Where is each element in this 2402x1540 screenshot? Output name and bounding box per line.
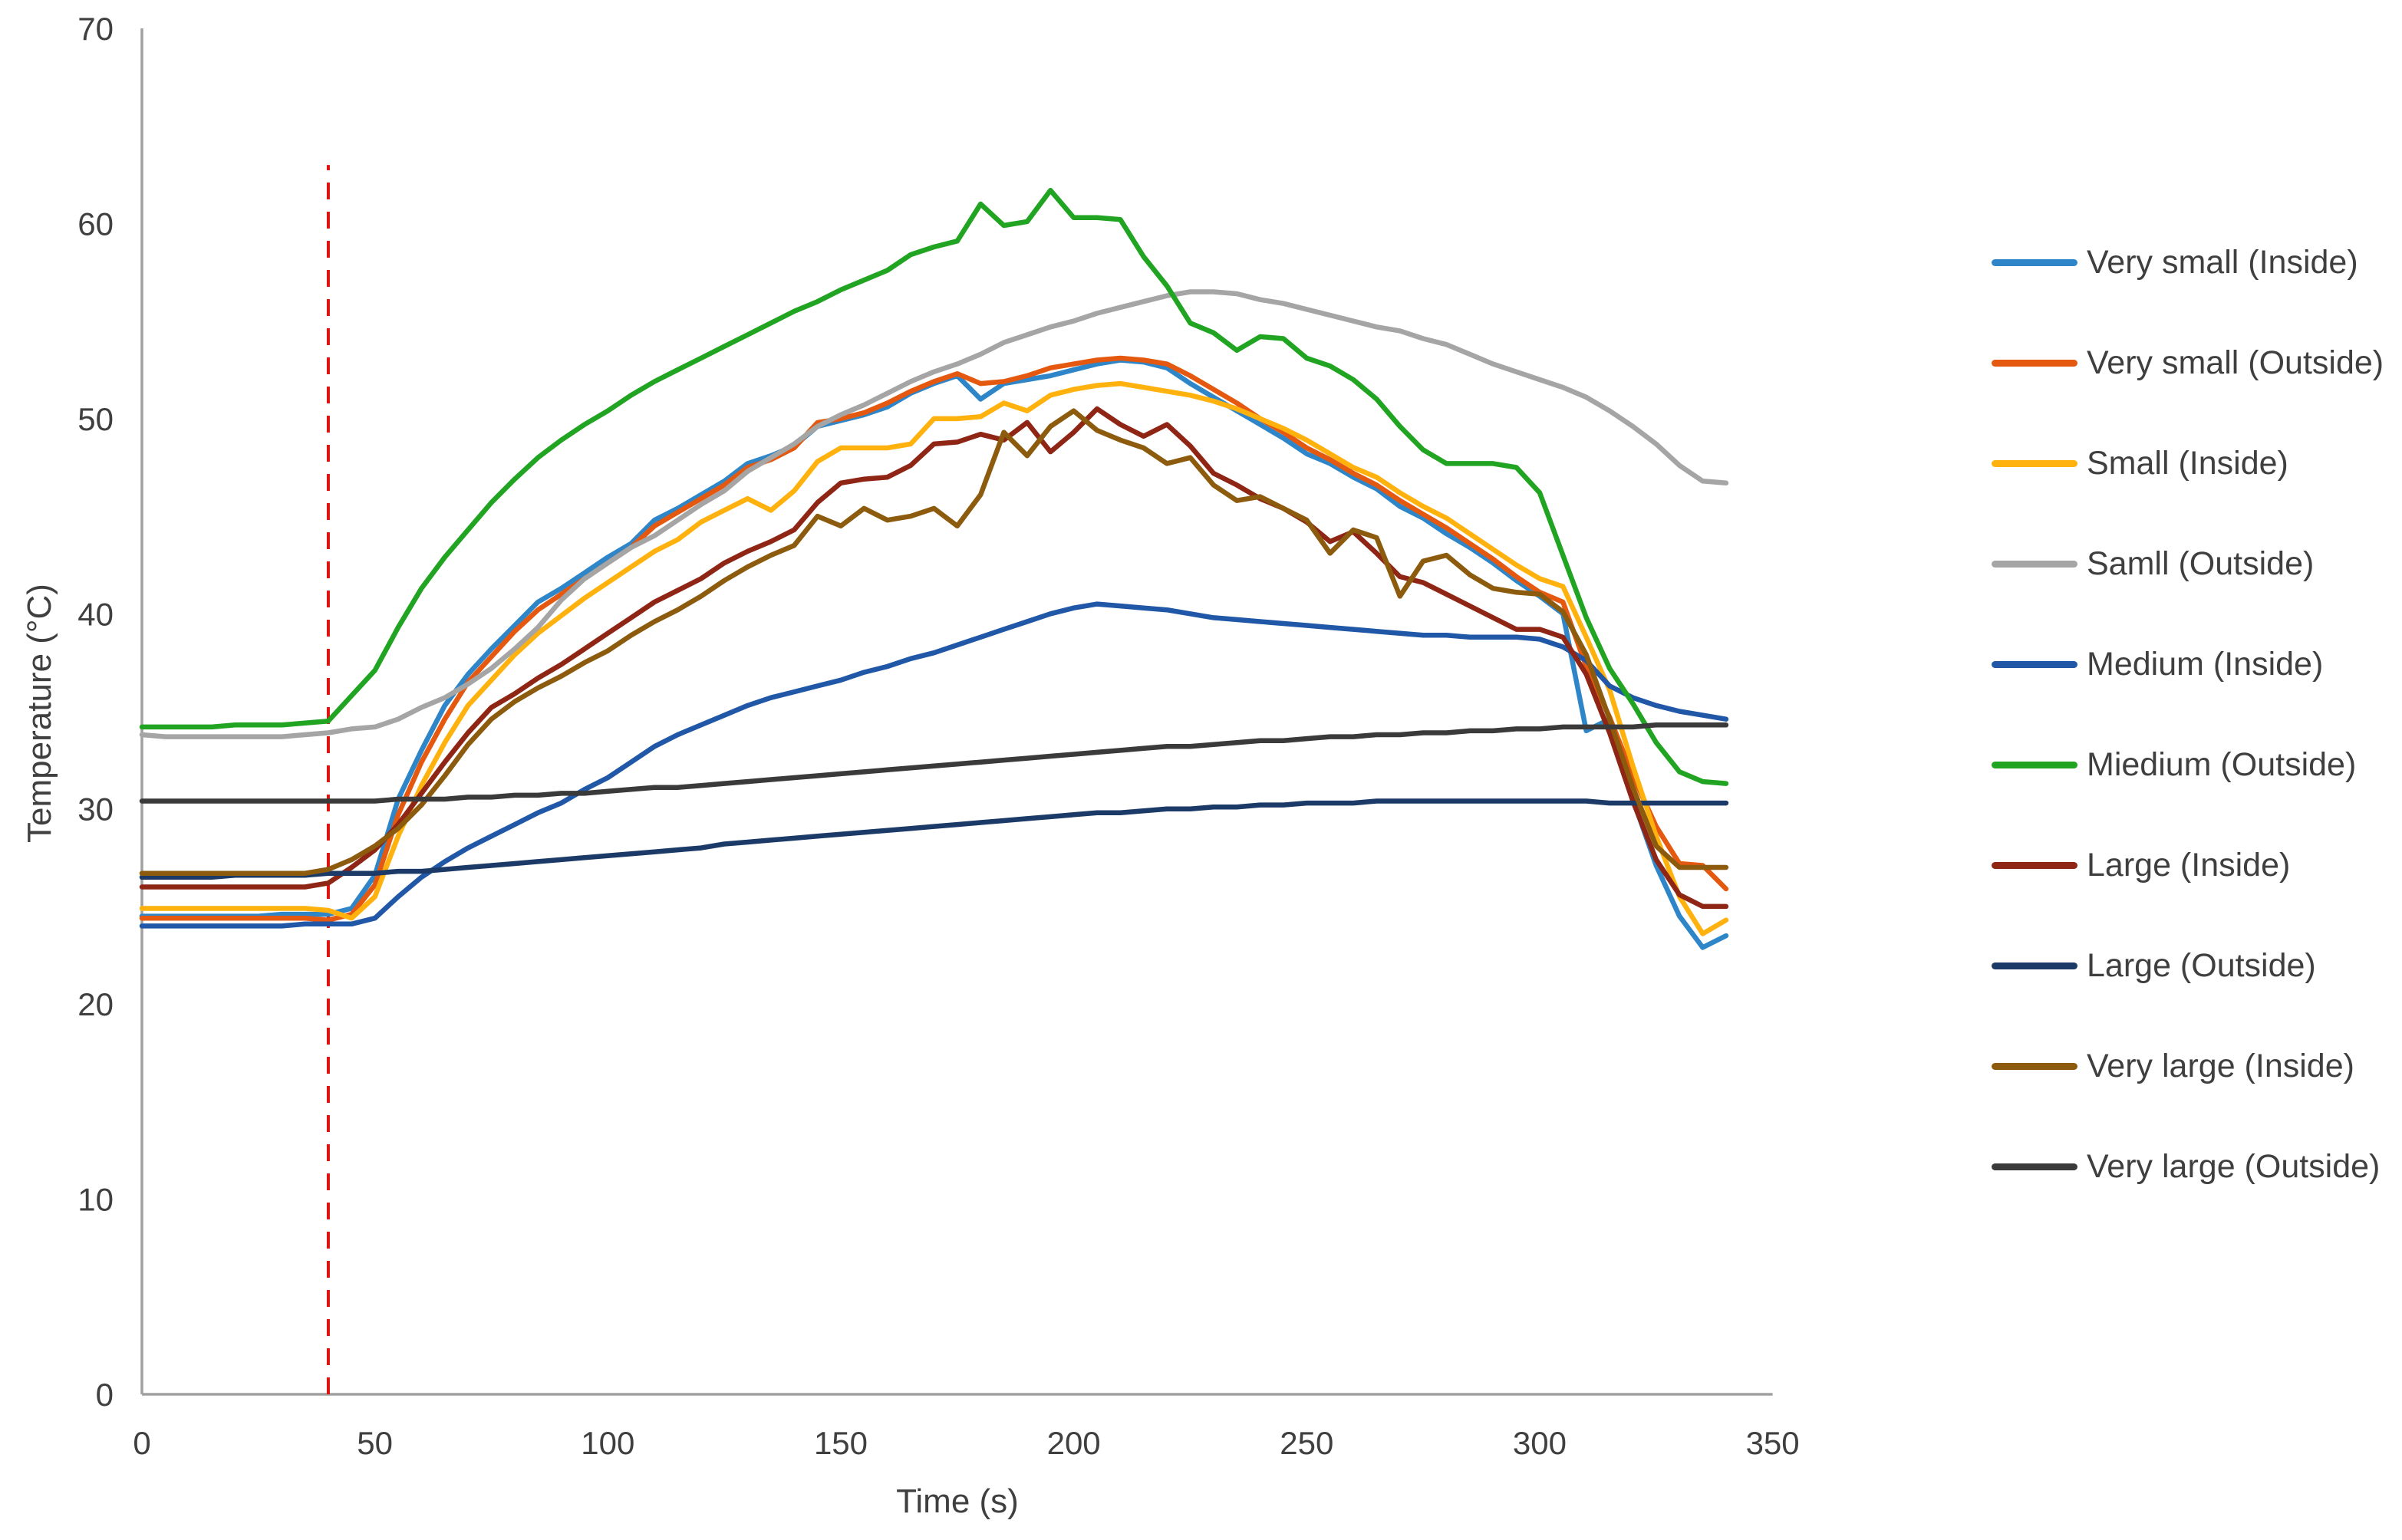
series-line-medium-inside	[139, 601, 1729, 929]
legend-label: Miedium (Outside)	[2087, 745, 2357, 783]
legend-item-large-inside: Large (Inside)	[1992, 845, 2290, 885]
series-line-large-outside	[139, 798, 1729, 880]
y-tick-label: 60	[77, 206, 114, 242]
x-tick-label: 150	[814, 1425, 868, 1461]
legend-label: Very small (Outside)	[2087, 344, 2384, 381]
x-axis-title: Time (s)	[896, 1482, 1019, 1520]
legend-item-very-small-outside: Very small (Outside)	[1992, 343, 2384, 383]
legend-swatch-icon	[1992, 1163, 2077, 1170]
legend-item-very-large-inside: Very large (Inside)	[1992, 1046, 2354, 1086]
legend-swatch-icon	[1992, 459, 2077, 467]
x-tick-label: 100	[581, 1425, 634, 1461]
y-tick-label: 70	[77, 11, 114, 47]
legend-label: Very small (Inside)	[2087, 243, 2358, 281]
legend-swatch-icon	[1992, 258, 2077, 266]
x-tick-label: 350	[1746, 1425, 1800, 1461]
y-tick-label: 20	[77, 986, 114, 1022]
y-tick-label: 40	[77, 596, 114, 632]
series-line-small-outside	[139, 289, 1729, 739]
legend-label: Small (Inside)	[2087, 444, 2288, 482]
x-tick-label: 50	[357, 1425, 393, 1461]
legend-item-large-outside: Large (Outside)	[1992, 946, 2316, 986]
series-line-large-inside	[139, 406, 1729, 910]
legend-item-medium-inside: Medium (Inside)	[1992, 644, 2323, 684]
legend-label: Large (Outside)	[2087, 946, 2316, 984]
y-tick-label: 50	[77, 401, 114, 437]
legend-item-very-large-outside: Very large (Outside)	[1992, 1147, 2380, 1186]
legend-item-medium-outside: Miedium (Outside)	[1992, 745, 2356, 785]
legend-label: Samll (Outside)	[2087, 545, 2315, 582]
legend-swatch-icon	[1992, 359, 2077, 367]
series-line-very-large-inside	[139, 408, 1729, 876]
y-tick-label: 30	[77, 791, 114, 828]
legend-label: Very large (Outside)	[2087, 1147, 2381, 1185]
chart-legend: Very small (Inside) Very small (Outside)…	[1992, 0, 2402, 1540]
x-tick-label: 250	[1280, 1425, 1333, 1461]
x-tick-label: 200	[1047, 1425, 1101, 1461]
legend-swatch-icon	[1992, 560, 2077, 568]
y-axis-title: Temperature (°C)	[21, 584, 58, 843]
legend-item-very-small-inside: Very small (Inside)	[1992, 242, 2358, 282]
legend-label: Large (Inside)	[2087, 846, 2291, 884]
series-line-very-large-outside	[139, 722, 1729, 804]
x-tick-label: 0	[133, 1425, 150, 1461]
legend-swatch-icon	[1992, 962, 2077, 969]
legend-item-small-outside: Samll (Outside)	[1992, 544, 2314, 584]
y-tick-label: 0	[96, 1377, 114, 1413]
legend-label: Medium (Inside)	[2087, 645, 2324, 683]
y-tick-label: 10	[77, 1182, 114, 1218]
legend-swatch-icon	[1992, 761, 2077, 768]
legend-item-small-inside: Small (Inside)	[1992, 443, 2288, 483]
legend-swatch-icon	[1992, 861, 2077, 869]
x-tick-label: 300	[1513, 1425, 1567, 1461]
series-line-medium-outside	[139, 187, 1729, 786]
legend-swatch-icon	[1992, 1062, 2077, 1070]
legend-swatch-icon	[1992, 660, 2077, 668]
legend-label: Very large (Inside)	[2087, 1047, 2354, 1084]
